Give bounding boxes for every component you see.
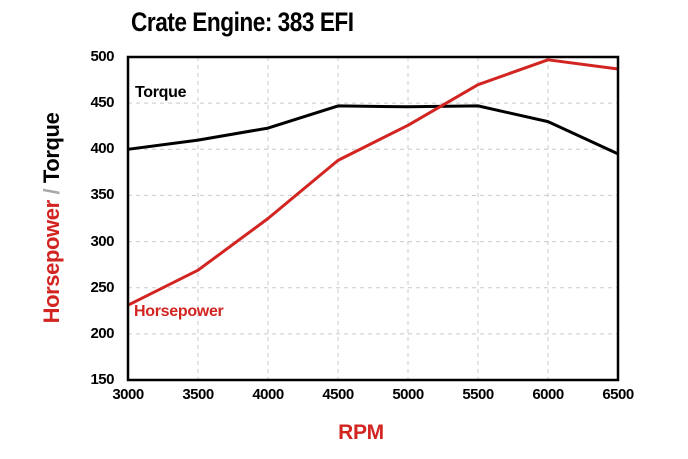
y-tick-label: 350 [90,186,114,204]
series-line-torque [127,104,619,156]
y-tick-label: 150 [90,371,114,388]
plot-border [126,55,620,382]
y-tick-label: 250 [90,278,114,296]
y-tick-label: 500 [90,48,114,65]
horsepower-series-label: Horsepower [134,303,224,320]
torque-series-label: Torque [135,84,187,101]
x-tick-label: 6500 [602,386,634,403]
y-tick-label: 300 [90,232,114,250]
y-tick-label: 200 [90,324,114,342]
x-tick-label: 6000 [532,386,564,403]
series-line-horsepower [127,58,619,307]
chart-title: Crate Engine: 383 EFI [131,7,354,37]
x-tick-label: 4000 [252,386,284,403]
y-tick-label: 400 [90,140,114,158]
y-tick-label: 450 [90,94,114,112]
x-tick-label: 5000 [392,386,424,403]
x-tick-label: 3500 [182,386,214,403]
x-tick-label: 5500 [462,386,494,403]
x-tick-label: 3000 [112,386,144,403]
x-tick-label: 4500 [322,386,354,403]
x-axis-title: RPM [338,421,384,444]
